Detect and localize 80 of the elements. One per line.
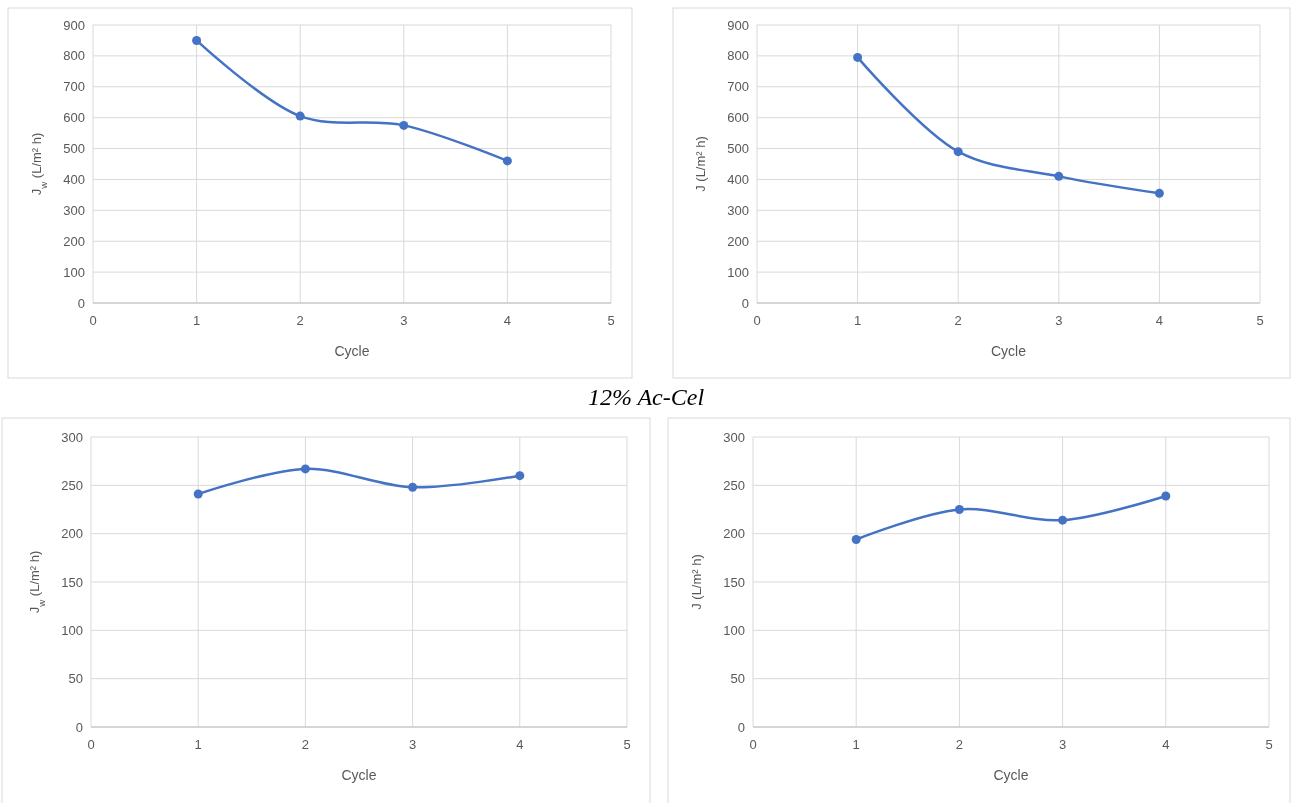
- y-tick-label: 300: [61, 429, 83, 445]
- y-tick-label: 0: [75, 719, 83, 735]
- y-tick-label: 50: [730, 671, 745, 687]
- x-tick-label: 1: [192, 313, 201, 328]
- point: [1161, 491, 1171, 501]
- y-tick-label: 150: [723, 574, 745, 590]
- point: [300, 464, 310, 474]
- y-tick-label: 600: [63, 110, 85, 126]
- x-tick-label: 1: [852, 737, 860, 752]
- x-axis-title: Cycle: [993, 767, 1029, 783]
- x-tick-label: 5: [607, 313, 615, 328]
- x-tick-label: 2: [955, 737, 964, 752]
- x-tick-label: 1: [853, 313, 862, 328]
- x-tick-label: 2: [301, 737, 310, 752]
- point: [515, 471, 525, 481]
- x-tick-label: 3: [1055, 313, 1063, 328]
- point: [193, 489, 203, 499]
- x-tick-label: 2: [954, 313, 962, 328]
- point: [1058, 515, 1068, 525]
- y-axis-title: J (L/m² h): [693, 136, 708, 192]
- y-tick-label: 200: [61, 526, 83, 542]
- y-tick-label: 900: [63, 17, 85, 33]
- point: [1154, 188, 1164, 198]
- y-tick-label: 600: [727, 110, 749, 126]
- y-tick-label: 800: [63, 48, 85, 64]
- x-tick-label: 0: [87, 737, 95, 752]
- text: 12% Ac-Cel: [587, 384, 705, 410]
- y-tick-label: 200: [63, 233, 85, 249]
- y-tick-label: 700: [727, 79, 749, 95]
- x-tick-label: 4: [503, 313, 512, 328]
- point: [502, 156, 512, 166]
- y-tick-label: 100: [63, 264, 85, 280]
- y-tick-label: 400: [727, 171, 749, 187]
- x-axis-title: Cycle: [334, 343, 370, 359]
- point: [953, 147, 963, 157]
- y-tick-label: 250: [61, 477, 83, 493]
- x-tick-label: 0: [89, 313, 97, 328]
- x-tick-label: 3: [400, 313, 408, 328]
- y-axis-title: J (L/m² h): [689, 554, 704, 610]
- y-tick-label: 200: [727, 233, 749, 249]
- y-tick-label: 800: [727, 48, 749, 64]
- x-tick-label: 2: [296, 313, 304, 328]
- y-tick-label: 100: [727, 264, 749, 280]
- x-tick-label: 5: [1256, 313, 1264, 328]
- point: [408, 482, 418, 492]
- y-tick-label: 500: [727, 141, 749, 157]
- x-tick-label: 3: [1058, 737, 1067, 752]
- y-tick-label: 300: [727, 202, 749, 218]
- y-tick-label: 200: [723, 526, 745, 542]
- point: [295, 111, 305, 121]
- y-tick-label: 0: [737, 719, 745, 735]
- y-tick-label: 300: [63, 202, 85, 218]
- point: [954, 505, 964, 514]
- y-tick-label: 900: [727, 17, 749, 33]
- point: [1054, 171, 1064, 181]
- x-tick-label: 4: [1155, 313, 1164, 328]
- y-tick-label: 100: [723, 622, 745, 638]
- x-axis-title: Cycle: [990, 343, 1027, 359]
- y-tick-label: 0: [741, 295, 749, 311]
- point: [399, 120, 409, 130]
- x-tick-label: 4: [1162, 737, 1170, 752]
- y-tick-label: 250: [723, 477, 745, 493]
- y-tick-label: 500: [63, 141, 85, 157]
- y-tick-label: 0: [77, 295, 85, 311]
- y-tick-label: 300: [723, 429, 745, 445]
- y-tick-label: 400: [63, 171, 85, 187]
- point: [192, 35, 202, 45]
- y-tick-label: 150: [61, 574, 83, 590]
- point: [851, 534, 861, 544]
- x-axis-title: Cycle: [341, 767, 377, 783]
- y-tick-label: 700: [63, 79, 85, 95]
- x-tick-label: 1: [194, 737, 202, 752]
- y-tick-label: 50: [68, 671, 83, 687]
- x-tick-label: 3: [408, 737, 417, 752]
- x-tick-label: 0: [753, 313, 761, 328]
- y-tick-label: 100: [61, 622, 83, 638]
- x-tick-label: 5: [623, 737, 631, 752]
- point: [853, 52, 863, 62]
- x-tick-label: 4: [516, 737, 524, 752]
- x-tick-label: 5: [1265, 737, 1273, 752]
